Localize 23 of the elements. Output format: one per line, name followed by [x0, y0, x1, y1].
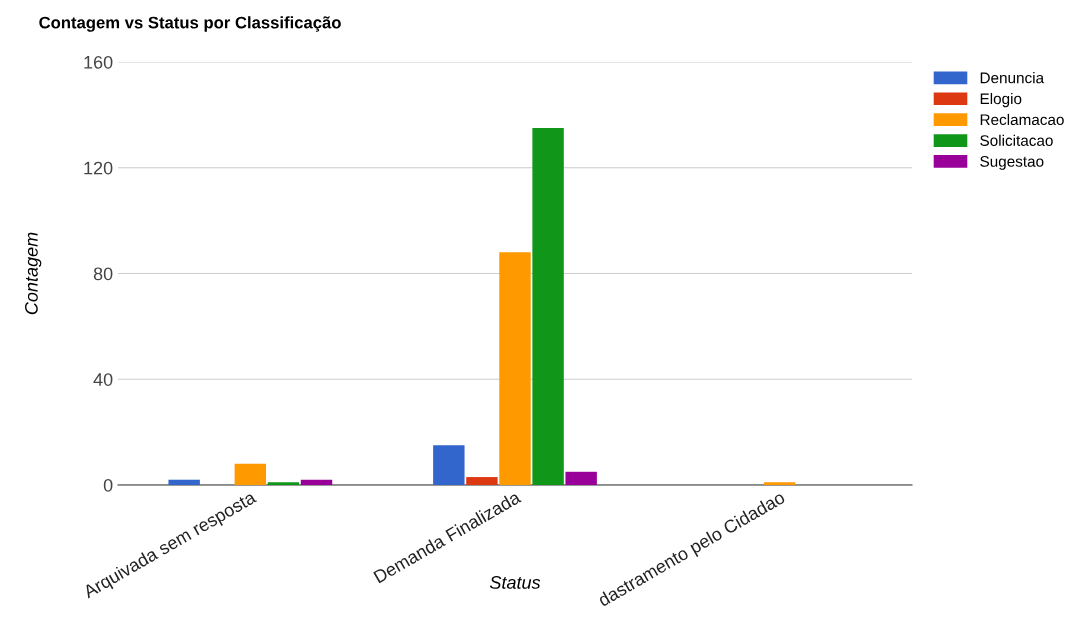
bar	[466, 477, 498, 485]
bar	[565, 471, 597, 485]
y-axis-title: Contagem	[25, 232, 42, 315]
legend-label: Denuncia	[980, 72, 1045, 84]
y-tick-label: 120	[84, 161, 113, 175]
legend-label: Solicitacao	[980, 134, 1053, 146]
bar	[234, 463, 267, 485]
bar	[433, 445, 465, 485]
x-axis-title: Status	[489, 576, 541, 589]
bar	[499, 252, 531, 485]
chart-title: Contagem vs Status por Classificação	[39, 16, 341, 32]
bar	[267, 482, 300, 485]
legend-label: Sugestao	[980, 156, 1044, 170]
legend-label: Reclamacao	[980, 113, 1064, 126]
y-tick-label: 0	[103, 478, 113, 492]
bar	[763, 482, 796, 485]
legend-label: Elogio	[980, 92, 1022, 108]
y-tick-label: 40	[93, 373, 113, 386]
bar	[300, 479, 333, 485]
y-tick-label: 160	[84, 55, 113, 69]
bar	[532, 128, 564, 485]
bar	[168, 479, 200, 485]
y-tick-label: 80	[93, 267, 113, 281]
